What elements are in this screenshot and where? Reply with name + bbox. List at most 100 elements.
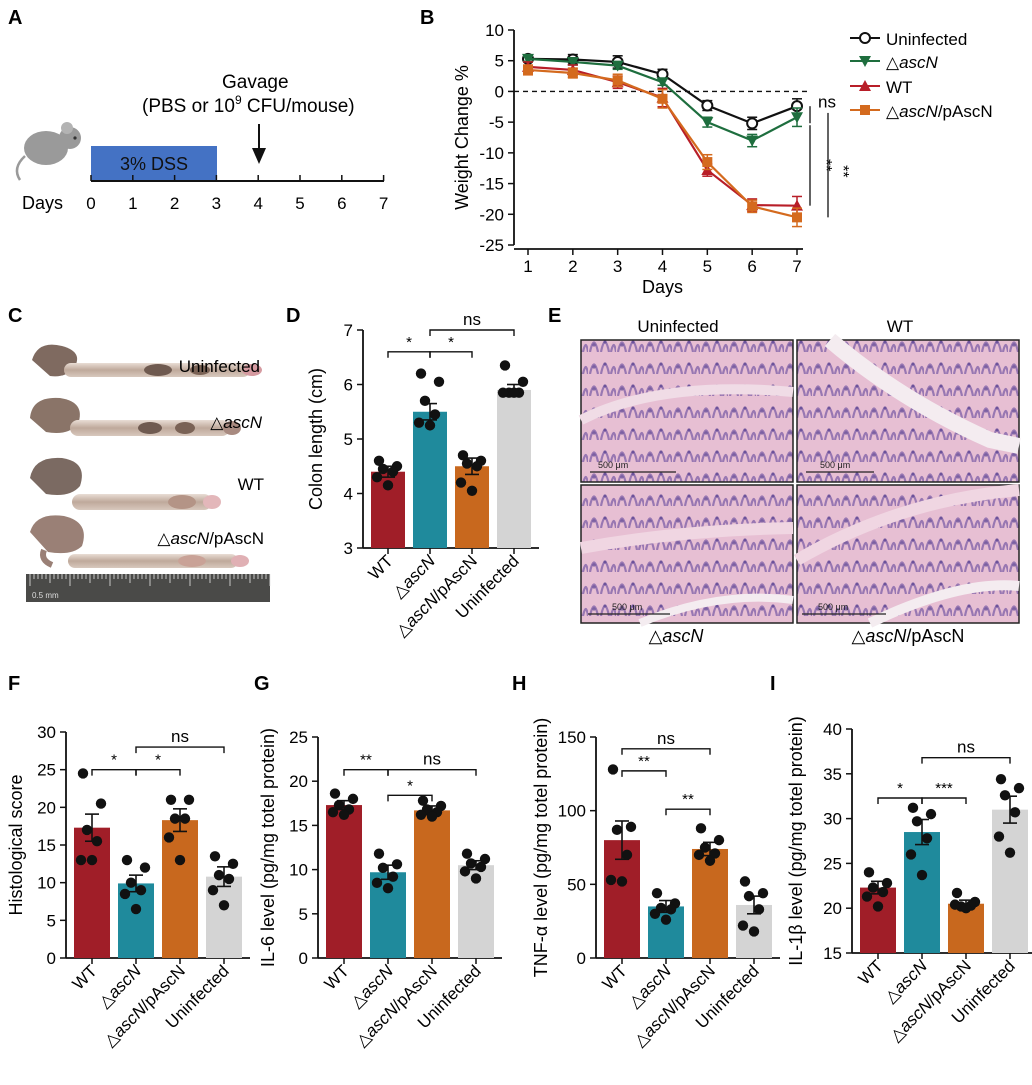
sig-label: ***: [935, 780, 953, 797]
y-tick-label: -20: [479, 205, 504, 224]
y-tick-label: -10: [479, 144, 504, 163]
y-tick-label: 7: [344, 321, 353, 340]
histology-grid: 500 μm 500 μm 500 μm 500 μm: [578, 333, 1021, 628]
data-point: [911, 816, 923, 827]
legend-b: Uninfected △ascN WT △ascN/pAscN: [850, 30, 993, 121]
panel-label-f: F: [8, 673, 20, 695]
y-tick-label: 5: [344, 430, 353, 449]
ruler: 0.5 mm: [26, 574, 271, 602]
bar: [413, 411, 447, 548]
timeline-tick-label: 1: [128, 194, 137, 213]
data-point: [1013, 782, 1025, 794]
x-tick-label: 7: [792, 257, 801, 276]
data-point: [373, 455, 385, 466]
sig-bracket: [387, 769, 477, 776]
data-point: [739, 876, 751, 887]
panel-label-d: D: [286, 305, 300, 327]
data-point: [567, 68, 578, 78]
sig-label: **: [817, 159, 834, 171]
sig-bracket: [921, 797, 967, 804]
ruler-label: 0.5 mm: [32, 591, 59, 600]
legend-marker-uninfected: [859, 32, 871, 44]
timeline-tick-label: 6: [337, 194, 346, 213]
data-point: [81, 824, 93, 836]
weight-change-chart: 10 5 0 -5 -10 -15 -20 -25 1 2 3 4 5 6 7 Days Weight Chan…: [452, 21, 851, 297]
panel-label-h: H: [512, 673, 526, 695]
data-point: [746, 135, 759, 147]
data-point: [995, 773, 1007, 785]
data-point: [960, 903, 972, 914]
data-point: [999, 790, 1011, 801]
data-point: [165, 794, 177, 805]
y-axis-title: IL-6 level (pg/mg totel protein): [258, 728, 278, 967]
data-point: [327, 806, 339, 818]
svg-text:500 μm: 500 μm: [612, 602, 642, 612]
y-axis-title: Histological score: [6, 774, 26, 915]
y-tick-label: 20: [37, 798, 56, 817]
data-point: [461, 848, 473, 859]
data-point: [77, 768, 89, 779]
data-point: [329, 788, 341, 799]
data-point: [497, 387, 509, 398]
data-point: [656, 77, 669, 89]
sig-bracket: [877, 797, 923, 804]
histology-wt: 500 μm: [796, 333, 1021, 483]
bar: [992, 809, 1028, 953]
data-point: [479, 853, 491, 865]
data-point: [119, 888, 131, 900]
sig-label: ns: [463, 310, 481, 329]
data-point: [753, 904, 765, 915]
data-point: [872, 901, 884, 912]
data-point: [621, 849, 633, 861]
bar: [692, 848, 728, 958]
y-tick-label: 5: [495, 52, 504, 71]
data-point: [417, 795, 429, 806]
panel-label-c: C: [8, 305, 22, 327]
timeline-tick-label: 2: [170, 194, 179, 213]
panel-label-g: G: [254, 673, 270, 695]
data-point: [1009, 807, 1021, 818]
data-point: [465, 858, 477, 869]
data-point: [499, 360, 511, 371]
data-point: [665, 904, 677, 915]
data-point: [387, 871, 399, 882]
x-tick-label: WT: [855, 956, 887, 988]
data-point: [605, 874, 617, 886]
data-point: [223, 873, 235, 885]
data-point: [371, 877, 383, 889]
data-point: [373, 848, 385, 859]
sig-bracket: [621, 770, 667, 777]
data-point: [415, 368, 427, 379]
x-tick-label: WT: [69, 961, 101, 993]
data-point: [426, 811, 438, 822]
data-point: [415, 809, 427, 820]
sig-bracket: [429, 351, 473, 358]
timeline-tick-label: 7: [379, 194, 388, 213]
sig-label: **: [360, 752, 372, 769]
sig-bracket: [387, 794, 433, 802]
sig-label: *: [407, 777, 413, 794]
y-tick-label: 0: [495, 82, 504, 101]
y-tick-label: 15: [289, 816, 308, 835]
data-point: [433, 376, 445, 387]
data-point: [949, 899, 961, 910]
data-point: [517, 376, 529, 387]
y-tick-label: 50: [567, 875, 586, 894]
y-tick-label: 15: [823, 944, 842, 963]
panel-label-i: I: [770, 673, 776, 695]
sig-label: ns: [657, 729, 675, 748]
data-point: [612, 75, 623, 86]
y-tick-label: 25: [37, 761, 56, 780]
legend-ascn: △ascN: [886, 53, 939, 72]
data-point: [566, 56, 579, 68]
y-tick-label: 5: [47, 911, 56, 930]
svg-text:500 μm: 500 μm: [820, 460, 850, 470]
sig-label: **: [834, 165, 851, 177]
y-tick-label: -25: [479, 236, 504, 255]
data-point: [382, 882, 394, 894]
data-point: [792, 212, 802, 223]
y-tick-label: 20: [289, 772, 308, 791]
data-point: [704, 855, 716, 866]
data-point: [461, 458, 473, 469]
sig-label: **: [638, 753, 650, 770]
